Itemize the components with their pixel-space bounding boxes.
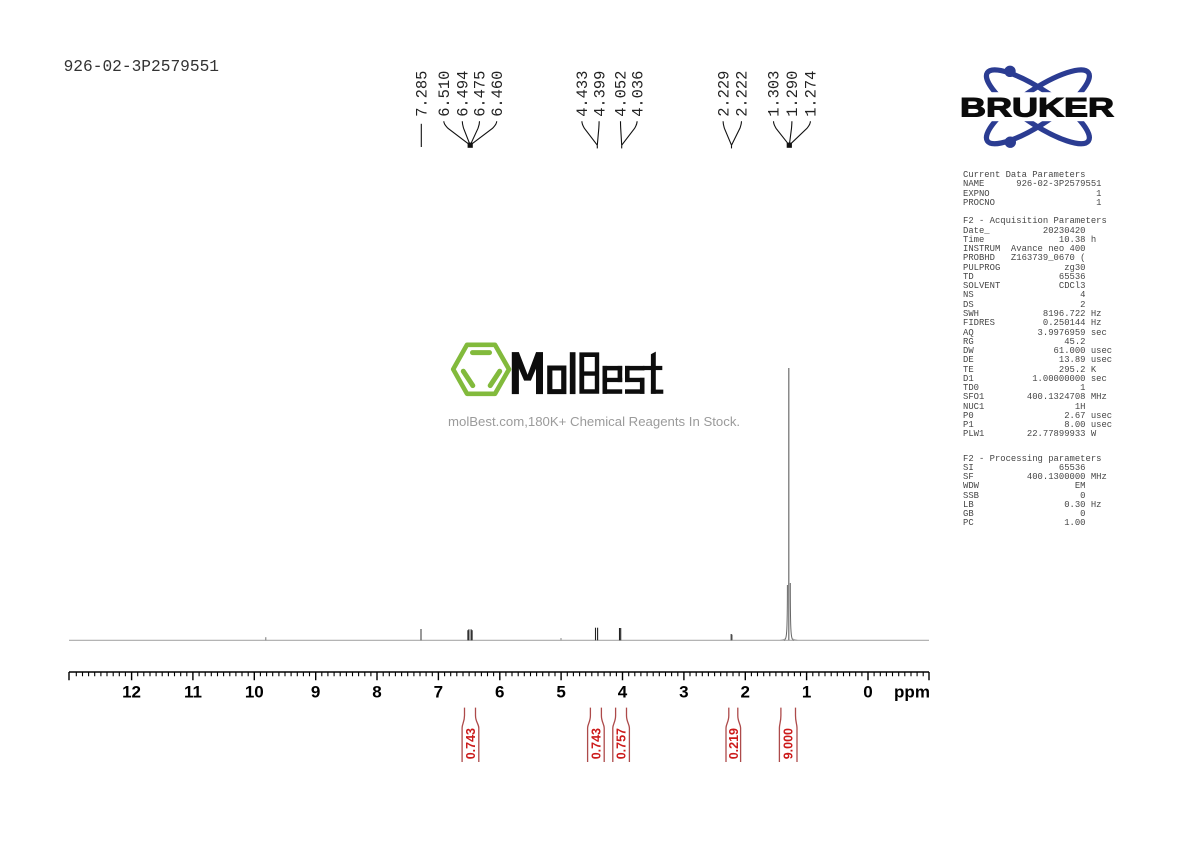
svg-text:4.399: 4.399 [591, 71, 609, 117]
svg-text:4: 4 [618, 683, 628, 702]
svg-text:6.510: 6.510 [436, 71, 454, 117]
svg-text:ppm: ppm [894, 683, 930, 702]
svg-text:1.303: 1.303 [766, 71, 784, 117]
svg-text:8: 8 [372, 683, 381, 702]
svg-text:6.475: 6.475 [472, 71, 490, 117]
svg-text:2: 2 [741, 683, 750, 702]
svg-text:6: 6 [495, 683, 504, 702]
svg-text:0.219: 0.219 [727, 728, 741, 759]
svg-text:1: 1 [802, 683, 811, 702]
svg-text:5: 5 [556, 683, 565, 702]
svg-text:6.494: 6.494 [455, 71, 473, 117]
svg-text:0.743: 0.743 [464, 728, 478, 759]
svg-text:BRUKER: BRUKER [960, 92, 1114, 122]
svg-text:12: 12 [122, 683, 141, 702]
svg-text:1.274: 1.274 [803, 71, 821, 117]
svg-text:10: 10 [245, 683, 264, 702]
svg-text:7: 7 [434, 683, 443, 702]
svg-text:0: 0 [863, 683, 872, 702]
svg-text:7.285: 7.285 [414, 71, 432, 117]
svg-text:9.000: 9.000 [782, 728, 796, 759]
svg-text:2.222: 2.222 [734, 71, 752, 117]
svg-text:4.433: 4.433 [574, 71, 592, 117]
svg-text:0.743: 0.743 [589, 728, 603, 759]
svg-text:4.052: 4.052 [613, 71, 631, 117]
svg-text:6.460: 6.460 [489, 71, 507, 117]
svg-text:11: 11 [184, 683, 202, 702]
svg-text:9: 9 [311, 683, 320, 702]
svg-text:4.036: 4.036 [629, 71, 647, 117]
svg-text:2.229: 2.229 [715, 71, 733, 117]
svg-text:0.757: 0.757 [615, 728, 629, 759]
svg-text:3: 3 [679, 683, 688, 702]
svg-text:1.290: 1.290 [784, 71, 802, 117]
